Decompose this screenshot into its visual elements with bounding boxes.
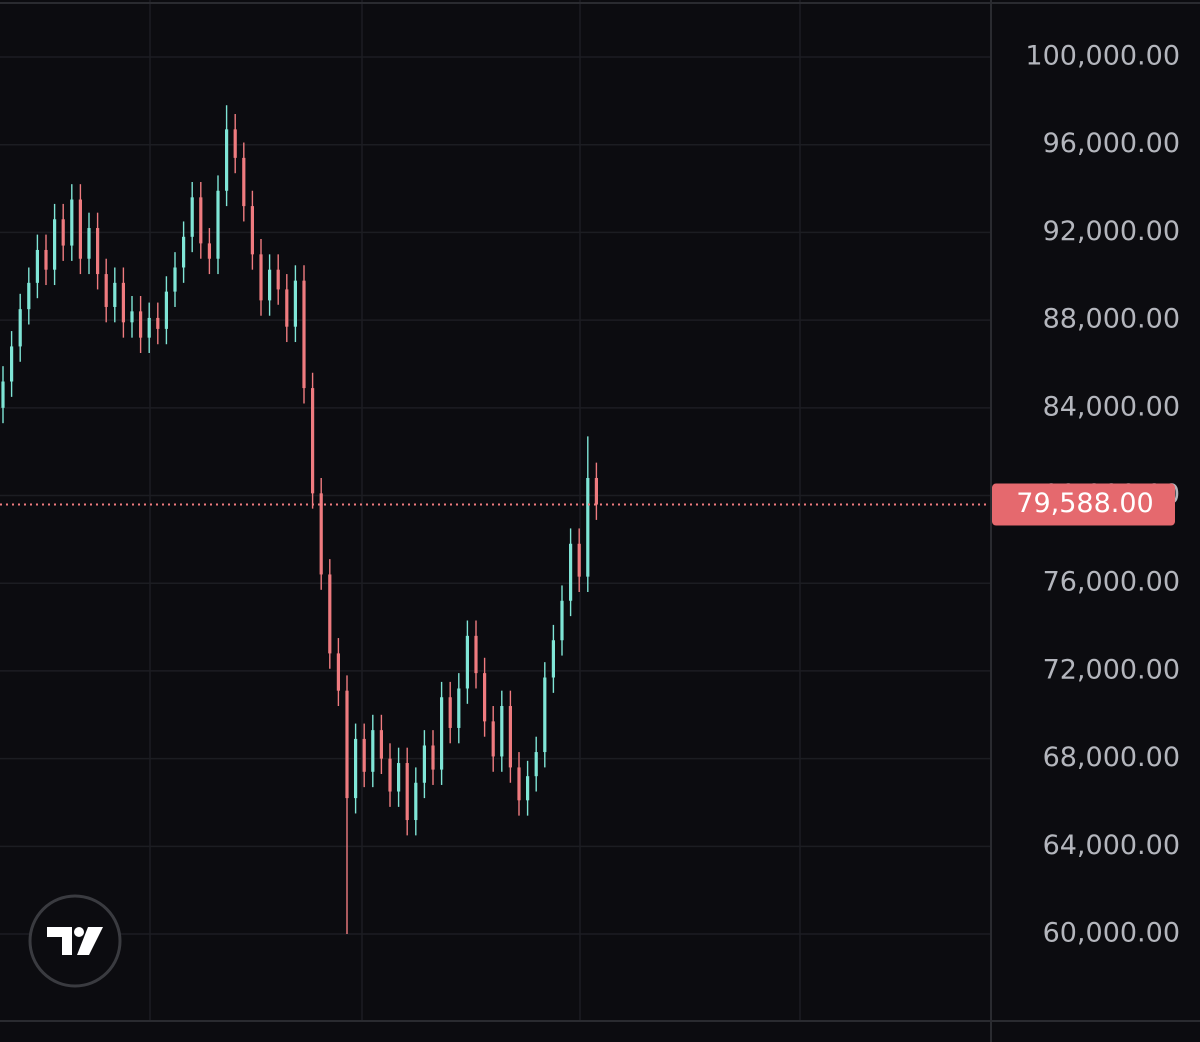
y-tick-label: 64,000.00	[1043, 830, 1180, 861]
logo-ring	[28, 894, 122, 988]
candle-body	[405, 763, 409, 821]
candle-body	[388, 758, 392, 792]
vertical-grid	[149, 0, 801, 1020]
candle-body	[164, 291, 168, 329]
candle-body	[27, 282, 31, 310]
logo	[28, 894, 122, 988]
last-price-box	[992, 483, 1175, 526]
candle-body	[491, 721, 495, 757]
candle-body	[379, 730, 383, 759]
logo-dot	[74, 927, 84, 937]
candle-body	[156, 317, 160, 329]
candle-body	[113, 282, 117, 307]
candle-body	[397, 763, 401, 792]
candle-body	[96, 228, 100, 275]
y-tick-label: 88,000.00	[1043, 304, 1180, 335]
candle-body	[328, 574, 332, 654]
candle-body	[104, 274, 108, 307]
candle-body	[216, 190, 220, 259]
candle-body	[474, 635, 478, 674]
candle-body	[336, 653, 340, 691]
candle-body	[242, 157, 246, 207]
candle-body	[517, 767, 521, 801]
y-tick-label: 76,000.00	[1043, 567, 1180, 598]
candle-body	[311, 388, 315, 494]
candle-body	[440, 697, 444, 770]
candle-body	[431, 745, 435, 770]
candle-body	[586, 477, 590, 577]
candle-body	[302, 280, 306, 389]
y-tick-label: 84,000.00	[1043, 391, 1180, 422]
candle-body	[10, 346, 14, 382]
candle-body	[534, 752, 538, 777]
candle-body	[147, 317, 151, 338]
candle-body	[371, 730, 375, 772]
candles	[0, 105, 990, 935]
candle-body	[225, 129, 229, 191]
candle-body	[87, 228, 91, 259]
candle-body	[259, 254, 263, 301]
candle-body	[61, 219, 65, 246]
candle-body	[182, 236, 186, 268]
candle-body	[345, 690, 349, 799]
candle-body	[139, 311, 143, 338]
candle-body	[448, 697, 452, 728]
y-tick-label: 60,000.00	[1043, 918, 1180, 949]
candle-body	[354, 738, 358, 799]
candle-body	[594, 477, 598, 505]
candle-body	[18, 309, 22, 347]
candle-body	[483, 673, 487, 722]
candle-body	[268, 269, 272, 301]
candle-body	[173, 267, 177, 292]
candle-body	[53, 219, 57, 270]
candle-body	[285, 289, 289, 327]
candle-body	[130, 311, 134, 323]
candle-body	[422, 745, 426, 783]
candle-body	[508, 706, 512, 768]
candle-body	[543, 677, 547, 753]
candle-body	[457, 688, 461, 728]
y-tick-label: 92,000.00	[1043, 216, 1180, 247]
candle-body	[276, 269, 280, 290]
candle-body	[207, 243, 211, 259]
y-tick-label: 72,000.00	[1043, 654, 1180, 685]
candle-body	[233, 129, 237, 158]
candle-body	[465, 635, 469, 689]
candle-body	[44, 249, 48, 270]
candle-body	[500, 706, 504, 757]
candle-body	[190, 197, 194, 237]
candle-body	[35, 249, 39, 283]
candle-body	[250, 206, 254, 255]
candle-body	[1, 381, 5, 408]
candle-body	[551, 640, 555, 678]
candle-body	[569, 543, 573, 601]
y-tick-label: 68,000.00	[1043, 742, 1180, 773]
y-tick-label: 96,000.00	[1043, 128, 1180, 159]
candle-body	[414, 782, 418, 821]
grid	[0, 56, 990, 935]
candle-body	[526, 776, 530, 801]
logo-v	[77, 927, 103, 955]
candle-body	[121, 282, 125, 323]
candle-body	[560, 600, 564, 641]
last-price-label: 79,588.00	[1016, 488, 1153, 519]
candle-body	[362, 738, 366, 772]
axis-labels: 60,000.00 64,000.00 68,000.00 72,000.00 76,0…	[992, 41, 1180, 949]
candle-body	[319, 493, 323, 575]
y-tick-label: 100,000.00	[1025, 41, 1180, 72]
candle-body	[199, 197, 203, 244]
candle-body	[78, 199, 82, 259]
candle-body	[70, 199, 74, 246]
candle-body	[577, 543, 581, 577]
logo-t	[47, 927, 72, 955]
candle-body	[293, 280, 297, 327]
